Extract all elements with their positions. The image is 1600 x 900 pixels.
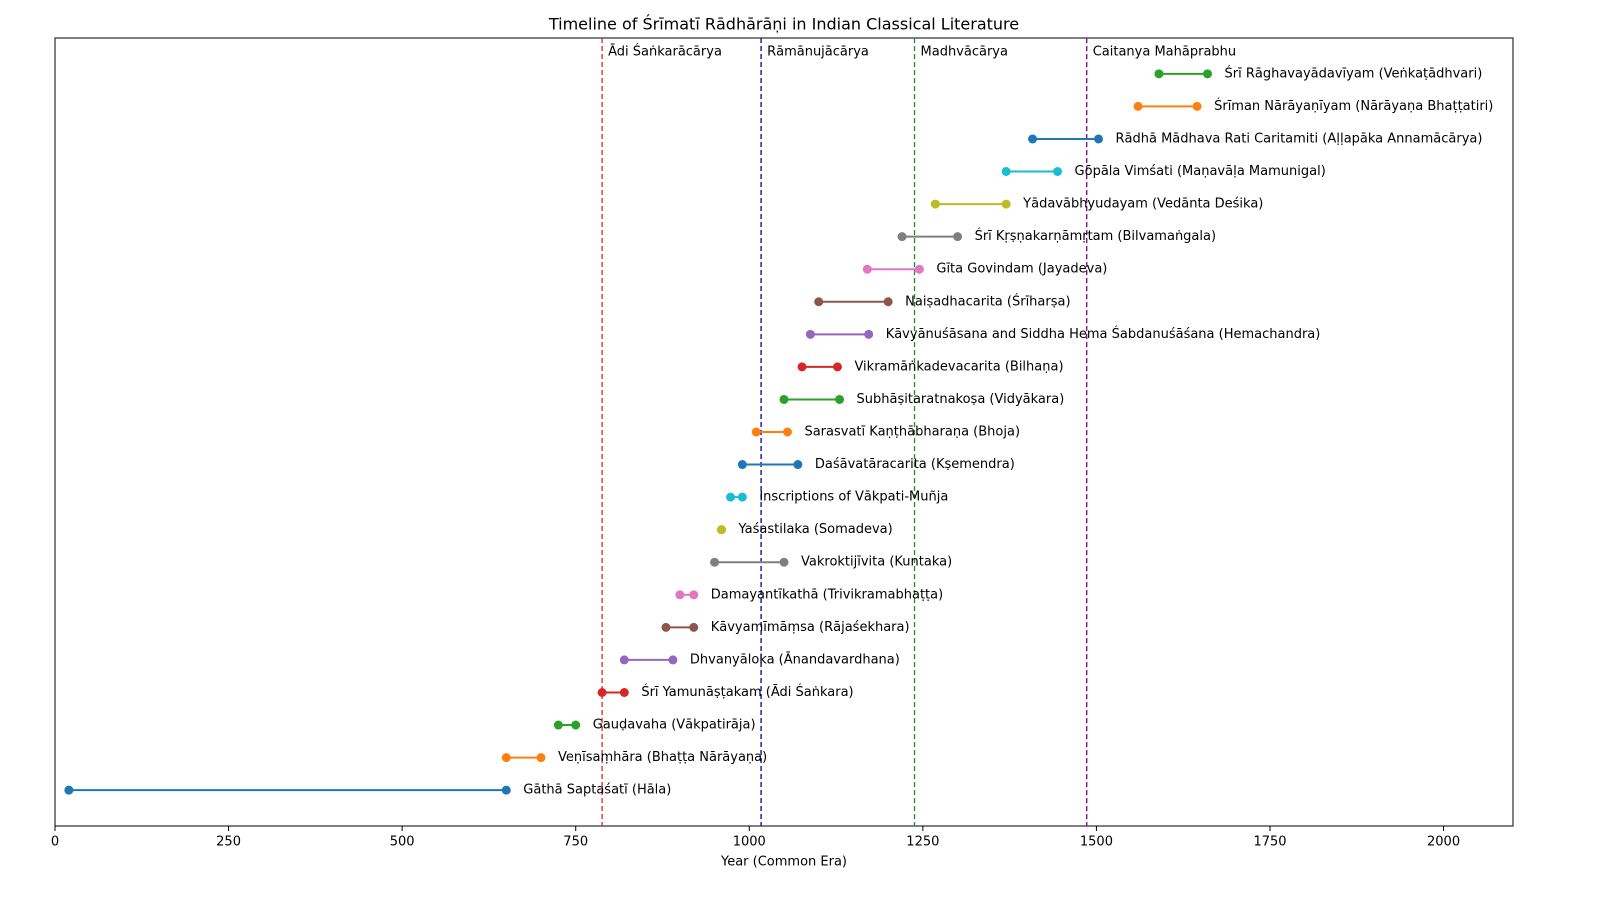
end-dot [501, 785, 511, 795]
end-dot [717, 525, 727, 535]
end-dot [536, 753, 546, 763]
end-dot [779, 557, 789, 567]
x-tick-label: 500 [390, 835, 415, 850]
start-dot [779, 394, 789, 404]
end-dot [1203, 69, 1213, 79]
start-dot [862, 264, 872, 274]
work-label: Śrī Rāghavayādavīyam (Veṅkaṭādhvari) [1225, 65, 1483, 81]
end-dot [1192, 101, 1202, 111]
era-label: Madhvācārya [921, 45, 1008, 60]
x-tick-label: 250 [216, 835, 241, 850]
x-tick-label: 1000 [733, 835, 766, 850]
work-label: Dhvanyāloka (Ānandavardhana) [690, 652, 900, 667]
plot-frame [54, 37, 1514, 827]
start-dot [797, 362, 807, 372]
x-tick-label: 1750 [1253, 835, 1286, 850]
x-axis-label: Year (Common Era) [720, 855, 847, 870]
end-dot [689, 590, 699, 600]
end-dot [737, 492, 747, 502]
work-label: Gāthā Saptaśatī (Hāla) [523, 783, 671, 798]
start-dot [1001, 167, 1011, 177]
start-dot [751, 427, 761, 437]
work-label: Subhāṣitaratnakoṣa (Vidyākara) [857, 392, 1065, 407]
work-label: Śrī Yamunāṣṭakam (Ādi Śaṅkara) [641, 684, 853, 700]
end-dot [689, 622, 699, 632]
start-dot [726, 492, 736, 502]
work-label: Kāvyānuśāsana and Siddha Hema Śabdanuśāś… [886, 326, 1321, 342]
x-tick-label: 1250 [906, 835, 939, 850]
work-label: Gauḍavaha (Vākpatirāja) [593, 718, 756, 733]
start-dot [805, 329, 815, 339]
end-dot [864, 329, 874, 339]
end-dot [883, 297, 893, 307]
start-dot [710, 557, 720, 567]
end-dot [1053, 167, 1063, 177]
work-label: Kāvyamīmāṃsa (Rājaśekhara) [711, 620, 910, 635]
work-label: Sarasvatī Kaṇṭhābharaṇa (Bhoja) [804, 425, 1020, 440]
start-dot [619, 655, 629, 665]
x-tick-label: 0 [51, 835, 59, 850]
work-label: Veṇīsaṃhāra (Bhaṭṭa Nārāyaṇa) [558, 750, 767, 765]
x-tick-label: 2000 [1427, 835, 1460, 850]
end-dot [835, 394, 845, 404]
start-dot [814, 297, 824, 307]
end-dot [793, 460, 803, 470]
work-label: Damayantīkathā (Trivikramabhaṭṭa) [711, 587, 943, 602]
end-dot [953, 232, 963, 242]
work-label: Daśāvatāracarita (Kṣemendra) [815, 457, 1015, 472]
end-dot [1001, 199, 1011, 209]
start-dot [597, 687, 607, 697]
work-label: Gōpāla Vimśati (Maṇavāḷa Mamunigal) [1075, 164, 1326, 179]
era-label: Ādi Śaṅkarācārya [608, 44, 722, 60]
start-dot [64, 785, 74, 795]
chart-title: Timeline of Śrīmatī Rādhārāṇi in Indian … [548, 15, 1019, 34]
start-dot [501, 753, 511, 763]
start-dot [737, 460, 747, 470]
start-dot [1133, 101, 1143, 111]
start-dot [897, 232, 907, 242]
work-label: Naiṣadhacarita (Śrīharṣa) [905, 293, 1070, 309]
work-label: Gīta Govindam (Jayadeva) [936, 262, 1107, 277]
work-label: Yādavābhyudayam (Vedānta Deśika) [1022, 197, 1263, 212]
work-label: Śrī Kṛṣṇakarṇāmṛtam (Bilvamaṅgala) [975, 228, 1216, 244]
end-dot [1094, 134, 1104, 144]
start-dot [675, 590, 685, 600]
end-dot [619, 687, 629, 697]
era-label: Rāmānujācārya [767, 45, 869, 60]
work-label: Vakroktijīvita (Kuntaka) [801, 555, 952, 570]
start-dot [1154, 69, 1164, 79]
x-tick-label: 750 [563, 835, 588, 850]
start-dot [930, 199, 940, 209]
end-dot [832, 362, 842, 372]
start-dot [553, 720, 563, 730]
work-label: Vikramāṅkadevacarita (Bilhaṇa) [854, 359, 1063, 374]
start-dot [1028, 134, 1038, 144]
start-dot [661, 622, 671, 632]
end-dot [668, 655, 678, 665]
end-dot [782, 427, 792, 437]
work-label: Yaśastilaka (Somadeva) [738, 522, 893, 537]
x-tick-label: 1500 [1080, 835, 1113, 850]
end-dot [571, 720, 581, 730]
era-label: Caitanya Mahāprabhu [1093, 45, 1236, 60]
work-label: Rādhā Mādhava Rati Caritamiti (Aḷḷapāka … [1116, 131, 1483, 146]
end-dot [914, 264, 924, 274]
work-label: Śrīman Nārāyaṇīyam (Nārāyaṇa Bhaṭṭatiri) [1214, 98, 1493, 114]
work-label: Inscriptions of Vākpati-Muñja [759, 490, 948, 505]
